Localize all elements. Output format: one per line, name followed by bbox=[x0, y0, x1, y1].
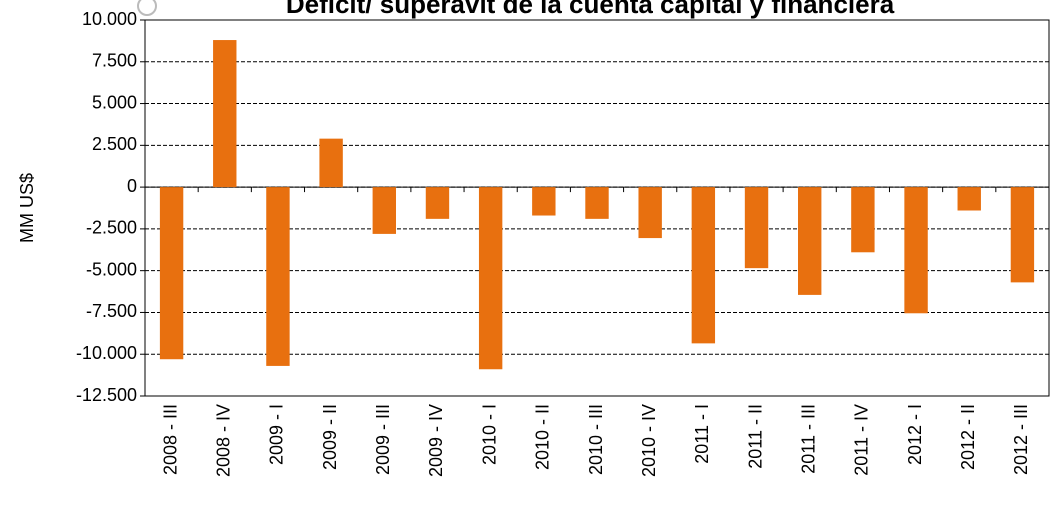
x-tick-label: 2009 - III bbox=[373, 404, 393, 475]
bar bbox=[372, 187, 396, 234]
plot-border bbox=[144, 19, 1050, 397]
bar bbox=[798, 187, 822, 295]
bar bbox=[478, 187, 503, 370]
x-tick-label: 2010 - IV bbox=[639, 404, 659, 477]
y-axis-label: MM US$ bbox=[17, 173, 37, 243]
bar bbox=[213, 40, 237, 188]
bar bbox=[957, 187, 981, 211]
x-tick-label: 2012 - I bbox=[905, 404, 925, 465]
bar bbox=[1010, 187, 1035, 283]
x-tick-label: 2009 - I bbox=[267, 404, 287, 465]
x-tick-label: 2012 - II bbox=[958, 404, 978, 470]
x-tick-label: 2008 - IV bbox=[214, 404, 234, 477]
y-tick-label: -7.500 bbox=[86, 301, 137, 321]
y-tick-label: -5.000 bbox=[86, 259, 137, 279]
bar bbox=[904, 187, 928, 314]
x-tick-label: 2009 - IV bbox=[426, 404, 446, 477]
x-tick-label: 2012 - III bbox=[1011, 404, 1031, 475]
y-tick-label: -12.500 bbox=[76, 385, 137, 405]
bar bbox=[532, 187, 556, 216]
chart-title: Déficit/ superávit de la cuenta capital … bbox=[286, 0, 895, 19]
bar bbox=[585, 187, 609, 219]
x-tick-label: 2011 - I bbox=[692, 404, 712, 464]
bar bbox=[638, 187, 662, 239]
y-tick-label: 10.000 bbox=[82, 9, 137, 29]
x-tick-label: 2011 - II bbox=[745, 404, 765, 469]
bar bbox=[691, 187, 716, 344]
bar bbox=[851, 187, 875, 253]
x-tick-label: 2008 - III bbox=[160, 404, 180, 475]
y-tick-label: 2.500 bbox=[92, 134, 137, 154]
x-tick-label: 2009 - II bbox=[320, 404, 340, 470]
x-tick-label: 2011 - III bbox=[798, 404, 818, 474]
y-tick-label: 0 bbox=[127, 176, 137, 196]
bar bbox=[319, 138, 343, 188]
title-icon bbox=[137, 0, 157, 16]
x-tick-label: 2010 - II bbox=[533, 404, 553, 470]
bar bbox=[159, 187, 184, 360]
bar bbox=[425, 187, 450, 219]
y-tick-label: -10.000 bbox=[76, 343, 137, 363]
x-tick-label: 2010 - III bbox=[586, 404, 606, 475]
x-tick-label: 2010 - I bbox=[479, 404, 499, 465]
y-tick-label: 7.500 bbox=[92, 51, 137, 71]
x-tick-label: 2011 - IV bbox=[852, 404, 872, 476]
y-tick-label: 5.000 bbox=[92, 92, 137, 112]
bar bbox=[744, 187, 769, 269]
bar bbox=[266, 187, 290, 366]
y-tick-label: -2.500 bbox=[86, 218, 137, 238]
